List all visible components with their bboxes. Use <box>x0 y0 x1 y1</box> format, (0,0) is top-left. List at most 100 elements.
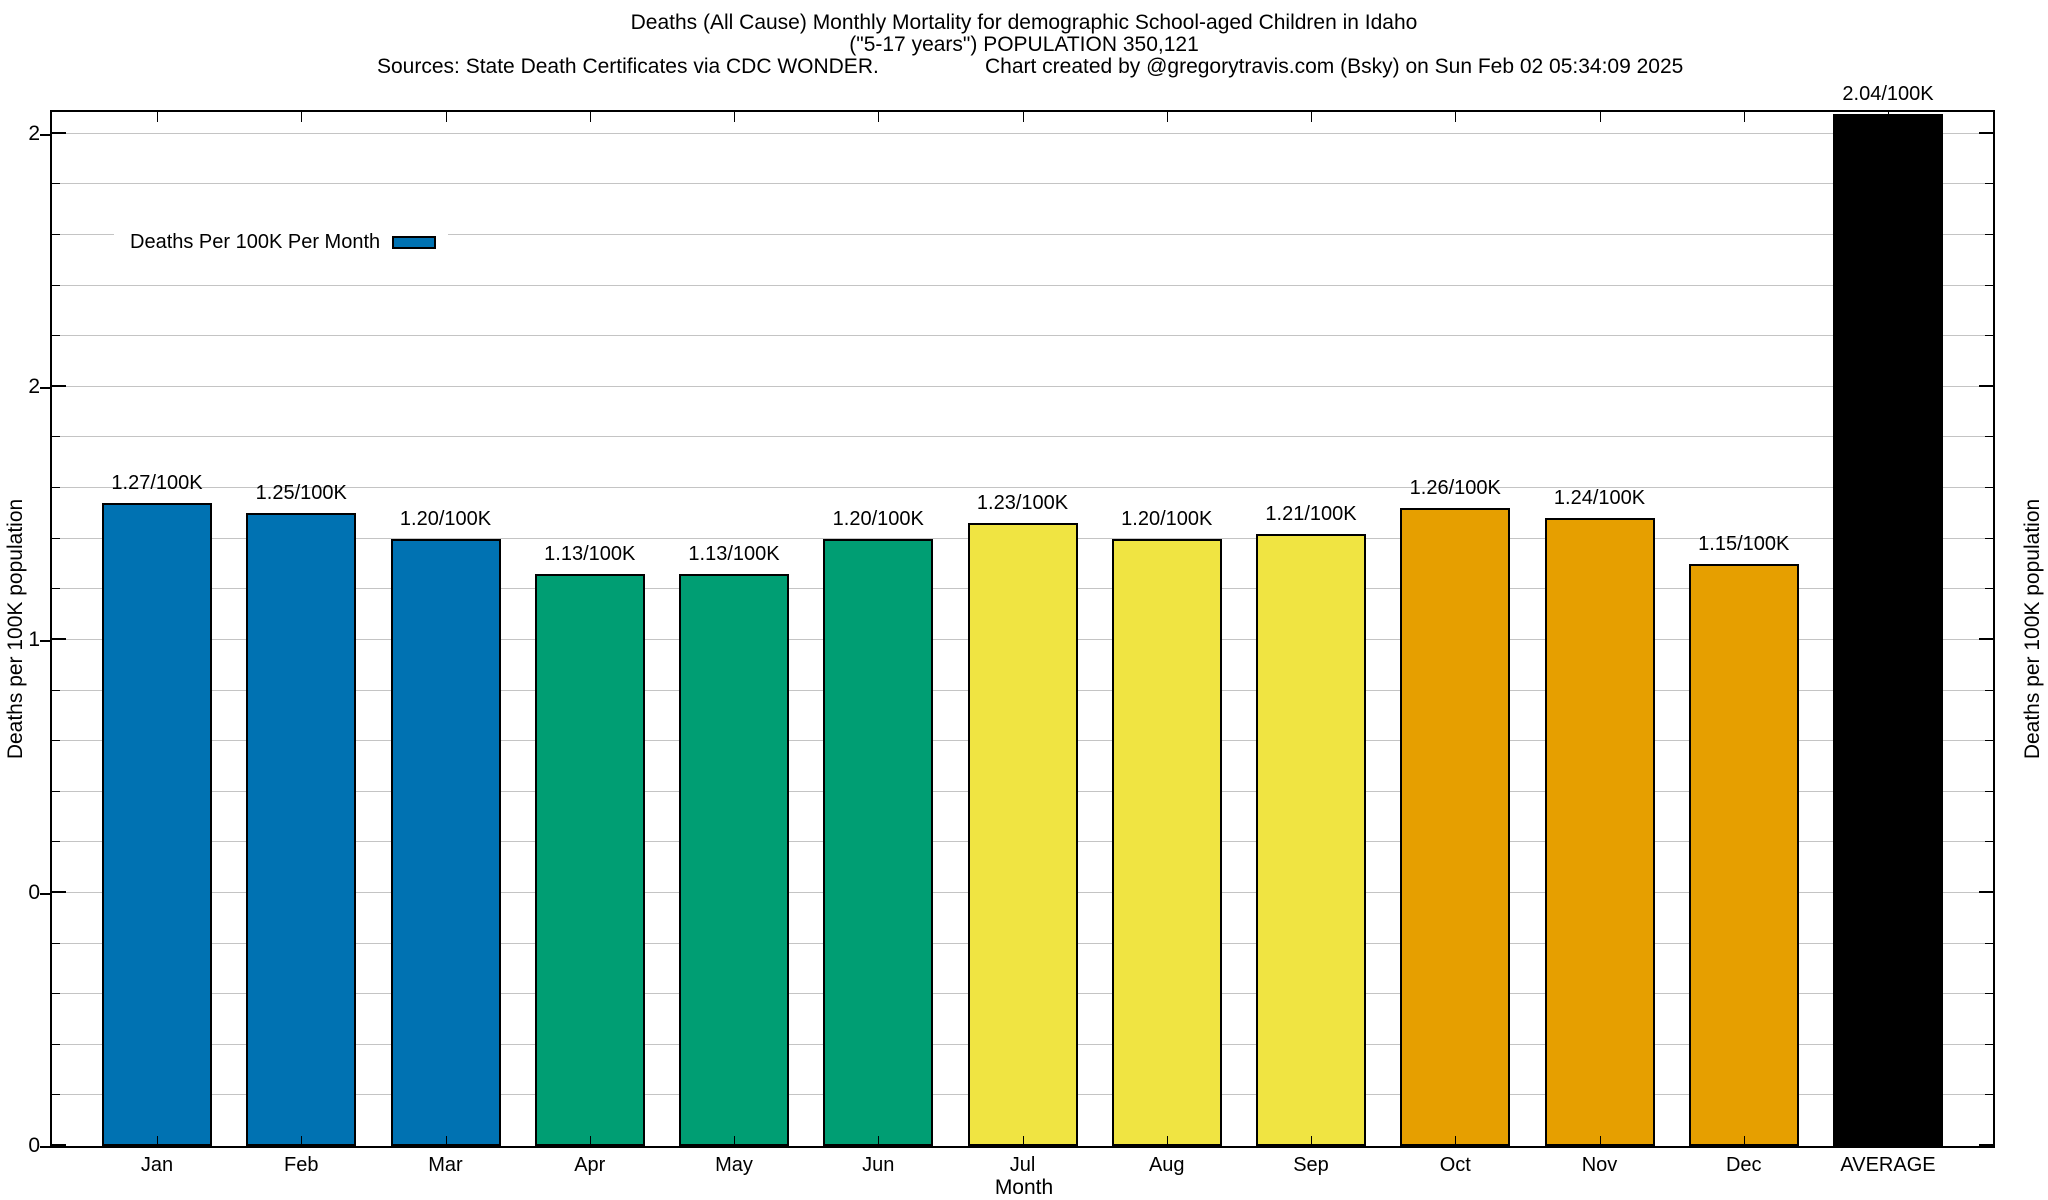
x-tick-mark <box>1888 112 1889 122</box>
x-tick-mark <box>589 112 591 122</box>
legend-label: Deaths Per 100K Per Month <box>130 231 381 253</box>
y-major-tick-mark <box>1979 131 1993 134</box>
bar-value-label: 1.13/100K <box>688 543 780 566</box>
x-tick-mark <box>1888 1136 1889 1146</box>
legend-swatch-icon <box>392 236 437 249</box>
bar-mar <box>390 538 501 1146</box>
bar-value-label: 1.24/100K <box>1553 487 1646 510</box>
bar-value-label: 1.20/100K <box>1121 507 1213 530</box>
y-tick-label: 0 <box>28 880 40 904</box>
y-tick-mark <box>52 689 60 691</box>
x-tick-mark <box>1455 1136 1457 1146</box>
x-tick-mark <box>1166 112 1168 122</box>
x-tick-label: Jul <box>1009 1154 1036 1176</box>
y-major-tick-mark <box>40 386 52 389</box>
y-tick-mark <box>52 487 60 489</box>
bar-sep <box>1256 533 1366 1146</box>
y-major-tick-mark <box>52 131 66 134</box>
y-tick-mark <box>52 537 60 539</box>
y-major-tick-mark <box>40 639 52 642</box>
x-tick-label: Nov <box>1581 1154 1618 1176</box>
legend: Deaths Per 100K Per Month <box>114 228 449 257</box>
bar-value-label: 1.20/100K <box>399 507 492 530</box>
bar-nov <box>1544 518 1655 1146</box>
chart-subtitle: ("5-17 years") POPULATION 350,121 <box>849 33 1199 56</box>
gridline <box>52 183 1993 185</box>
y-tick-mark <box>52 183 60 185</box>
y-tick-mark <box>1985 1094 1993 1096</box>
x-tick-mark <box>1599 1136 1601 1146</box>
gridline <box>52 436 1993 438</box>
y-tick-mark <box>1985 234 1993 235</box>
bar-value-label: 2.04/100K <box>1842 82 1934 105</box>
bar-value-label: 1.15/100K <box>1698 532 1790 555</box>
x-tick-mark <box>1022 112 1024 122</box>
x-tick-label: Jan <box>140 1154 174 1176</box>
sources-note: Sources: State Death Certificates via CD… <box>377 55 879 78</box>
y-major-tick-mark <box>1979 384 1993 387</box>
x-tick-mark <box>301 112 303 122</box>
x-tick-mark <box>157 112 158 122</box>
y-tick-mark <box>52 841 60 843</box>
x-tick-label: Sep <box>1293 1154 1329 1176</box>
y-tick-mark <box>52 588 60 590</box>
x-tick-mark <box>1311 1136 1312 1146</box>
bar-apr <box>534 574 645 1146</box>
y-major-tick-mark <box>1979 890 1993 893</box>
x-tick-label: Jun <box>862 1154 895 1176</box>
y-tick-mark <box>52 993 60 995</box>
y-tick-mark <box>1985 841 1993 843</box>
y-tick-mark <box>52 436 60 438</box>
y-major-tick-mark <box>52 384 66 387</box>
x-tick-mark <box>1166 1136 1168 1146</box>
x-tick-mark <box>1022 1136 1024 1146</box>
plot-area: Deaths Per 100K Per Month 1.27/100K 1.25/… <box>50 83 1995 1148</box>
x-tick-mark <box>301 1136 303 1146</box>
y-tick-mark <box>52 284 60 286</box>
y-tick-mark <box>1985 487 1993 489</box>
x-tick-mark <box>734 1136 735 1146</box>
y-tick-mark <box>52 942 60 944</box>
chart-title: Deaths (All Cause) Monthly Mortality for… <box>630 11 1418 34</box>
bar-aug <box>1111 538 1222 1146</box>
y-tick-mark <box>1985 335 1993 337</box>
x-tick-label: Apr <box>574 1154 606 1176</box>
bar-value-label: 1.25/100K <box>255 482 347 505</box>
y-major-tick-mark <box>52 890 66 893</box>
y-major-tick-mark <box>40 1146 52 1148</box>
y-tick-mark <box>52 234 60 235</box>
y-tick-mark <box>1985 689 1993 691</box>
bar-average <box>1833 113 1943 1146</box>
y-tick-label: 2 <box>28 374 40 398</box>
x-tick-mark <box>157 1136 158 1146</box>
bar-feb <box>246 513 357 1146</box>
x-tick-label: AVERAGE <box>1840 1154 1936 1176</box>
x-tick-mark <box>1455 112 1457 122</box>
x-tick-mark <box>445 112 447 122</box>
gridline <box>52 234 1993 235</box>
x-tick-label: Oct <box>1439 1154 1471 1176</box>
y-axis-title-right: Deaths per 100K population <box>2021 498 2044 760</box>
y-tick-mark <box>1985 436 1993 438</box>
y-tick-mark <box>1985 1043 1993 1045</box>
y-tick-mark <box>1985 183 1993 185</box>
bar-oct <box>1400 508 1511 1146</box>
bar-value-label: 1.27/100K <box>111 472 203 495</box>
x-tick-label: Feb <box>284 1154 319 1176</box>
gridline <box>52 132 1993 134</box>
y-major-tick-mark <box>1979 1144 1993 1146</box>
bar-value-label: 1.23/100K <box>976 492 1069 515</box>
gridline <box>52 487 1993 489</box>
credit-note: Chart created by @gregorytravis.com (Bsk… <box>985 55 1684 78</box>
x-tick-mark <box>589 1136 591 1146</box>
x-tick-label: May <box>715 1154 753 1176</box>
bar-jul <box>967 523 1078 1146</box>
y-major-tick-mark <box>40 892 52 895</box>
y-major-tick-mark <box>52 637 66 640</box>
y-tick-mark <box>52 740 60 742</box>
y-tick-label: 0 <box>28 1134 40 1157</box>
y-tick-mark <box>1985 588 1993 590</box>
y-tick-mark <box>1985 790 1993 792</box>
x-tick-mark <box>445 1136 447 1146</box>
